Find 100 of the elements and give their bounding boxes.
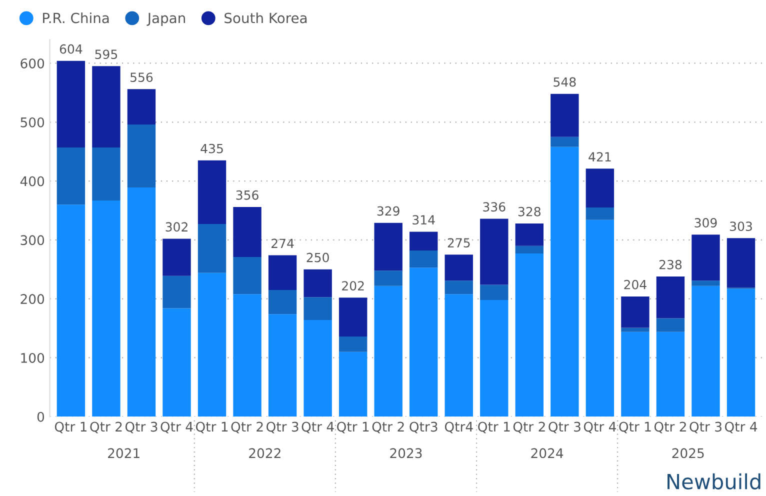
bar bbox=[656, 276, 685, 318]
x-tick-label: Qtr 2 bbox=[372, 422, 404, 434]
bar bbox=[127, 124, 156, 188]
bar bbox=[233, 294, 262, 417]
bar bbox=[374, 222, 402, 271]
x-tick-label: Qtr 1 bbox=[478, 422, 510, 434]
bar bbox=[550, 94, 579, 137]
x-tick-label: Qtr 3 bbox=[690, 422, 722, 434]
bar bbox=[304, 320, 332, 417]
bar bbox=[410, 232, 438, 251]
bar bbox=[338, 352, 368, 417]
text: 2023 bbox=[390, 448, 422, 458]
x-tick-label: Qtr 3 bbox=[266, 422, 298, 434]
bar bbox=[56, 60, 86, 148]
bar bbox=[515, 246, 544, 254]
bar bbox=[726, 288, 756, 417]
x-tick-label: Qtr 1 bbox=[619, 422, 651, 434]
total-label: 274 bbox=[272, 238, 294, 248]
total-label: 328 bbox=[518, 206, 540, 216]
x-tick-label: Qtr 1 bbox=[196, 422, 228, 434]
bar bbox=[268, 314, 297, 417]
bar bbox=[92, 147, 120, 200]
bar bbox=[621, 328, 650, 332]
bar bbox=[480, 218, 508, 285]
bar bbox=[304, 269, 332, 298]
bar bbox=[692, 234, 720, 281]
bar bbox=[162, 308, 191, 417]
total-label: 336 bbox=[483, 202, 506, 212]
bar bbox=[550, 146, 579, 417]
bar bbox=[92, 200, 120, 417]
x-tick-label: Qtr 1 bbox=[337, 422, 369, 434]
total-label: 250 bbox=[306, 252, 329, 262]
bar bbox=[198, 224, 226, 273]
total-label: 238 bbox=[659, 260, 682, 270]
text: 2024 bbox=[531, 448, 564, 458]
total-label: 556 bbox=[130, 72, 153, 82]
bar bbox=[233, 206, 262, 258]
bar bbox=[692, 280, 720, 286]
x-tick-label: Qtr4 bbox=[444, 422, 473, 434]
y-tick-label: 300 bbox=[20, 235, 44, 246]
bar bbox=[515, 223, 544, 246]
y-tick-label: 600 bbox=[20, 58, 44, 68]
text: 2022 bbox=[249, 448, 280, 458]
total-label: 595 bbox=[95, 50, 118, 60]
total-label: 302 bbox=[166, 222, 188, 232]
bar bbox=[304, 297, 332, 320]
text: 2021 bbox=[108, 448, 140, 458]
bar bbox=[586, 220, 614, 417]
bar bbox=[586, 168, 614, 208]
x-tick-label: Qtr 2 bbox=[90, 422, 122, 434]
bar bbox=[268, 290, 297, 314]
legend-label: South Korea bbox=[224, 12, 307, 24]
bar bbox=[374, 286, 402, 417]
bar bbox=[480, 300, 508, 417]
total-label: 329 bbox=[377, 206, 400, 216]
bar bbox=[656, 318, 685, 332]
total-label: 303 bbox=[730, 222, 752, 232]
x-tick-label: Qtr 3 bbox=[548, 422, 580, 434]
total-label: 275 bbox=[448, 238, 470, 248]
bar bbox=[621, 296, 650, 328]
bar bbox=[726, 238, 756, 288]
legend-label: P.R. China bbox=[43, 12, 109, 24]
x-tick-label: Qtr 2 bbox=[654, 422, 686, 434]
total-label: 314 bbox=[412, 215, 435, 225]
bar bbox=[162, 276, 191, 308]
legend-label: Japan bbox=[146, 12, 185, 26]
total-label: 202 bbox=[342, 281, 364, 291]
x-tick-label: Qtr 4 bbox=[584, 422, 616, 434]
y-tick-label: 100 bbox=[21, 352, 44, 363]
bar bbox=[374, 270, 402, 286]
y-tick-label: 500 bbox=[20, 117, 44, 128]
total-label: 356 bbox=[236, 190, 258, 200]
total-label: 604 bbox=[60, 44, 82, 54]
total-label: 421 bbox=[588, 152, 611, 162]
bar bbox=[92, 66, 120, 148]
bar bbox=[410, 268, 438, 417]
bar bbox=[198, 272, 226, 417]
bar bbox=[198, 160, 226, 224]
bar bbox=[268, 255, 297, 290]
bar bbox=[56, 204, 86, 417]
bar bbox=[515, 253, 544, 417]
x-tick-label: Qtr 1 bbox=[54, 422, 87, 434]
bar bbox=[410, 250, 438, 268]
bar bbox=[162, 238, 191, 276]
x-tick-label: Qtr3 bbox=[410, 422, 438, 434]
bar bbox=[444, 280, 473, 294]
bar bbox=[444, 254, 473, 281]
bar bbox=[656, 332, 685, 417]
x-tick-label: Qtr 4 bbox=[160, 422, 193, 434]
x-tick-label: Qtr 4 bbox=[302, 422, 334, 434]
bar bbox=[621, 332, 650, 417]
text: 2025 bbox=[672, 448, 704, 458]
bar bbox=[338, 336, 368, 352]
bar bbox=[444, 294, 473, 417]
bar bbox=[338, 298, 368, 337]
total-label: 309 bbox=[694, 218, 717, 228]
text: Newbuild bbox=[668, 473, 760, 490]
x-tick-label: Qtr 3 bbox=[125, 422, 158, 434]
x-tick-label: Qtr 2 bbox=[513, 422, 545, 434]
bar bbox=[550, 136, 579, 147]
